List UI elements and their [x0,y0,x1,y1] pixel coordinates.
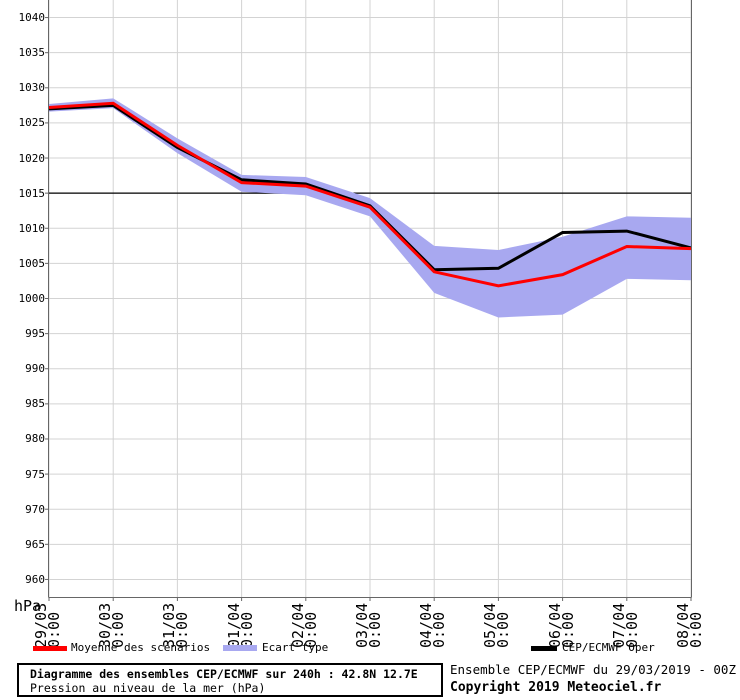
y-tick-label: 995 [25,327,45,341]
x-tick-label: 03/04 0:00 [353,602,384,648]
y-tick-label: 1015 [18,186,46,200]
x-tick-label: 01/04 0:00 [224,602,256,648]
legend-oper-label: CEP/ECMWF Oper [562,641,655,654]
ensemble-mean-line [48,101,692,288]
y-tick-label: 1030 [18,81,46,95]
y-tick-label: 1010 [18,221,46,235]
oper-line-swatch [531,646,557,651]
y-tick-label: 1000 [18,292,46,305]
legend-mean-label: Moyenne des scénarios [71,641,211,654]
legend-std-label: Ecart type [262,641,329,654]
mean-line-swatch [33,646,67,651]
x-tick-label: 05/04 0:00 [481,602,513,648]
y-tick-label: 965 [25,537,45,551]
y-tick-label: 960 [25,572,45,586]
y-tick-label: 970 [25,502,45,516]
chart-title: Diagramme des ensembles CEP/ECMWF sur 24… [30,667,418,681]
y-tick-label: 975 [25,467,45,481]
y-tick-label: 980 [25,432,45,446]
y-tick-label: 990 [25,362,45,376]
y-tick-label: 1040 [18,11,46,25]
y-tick-label: 1020 [18,151,46,165]
y-tick-label: 1005 [18,256,46,270]
y-tick-label: 1025 [18,116,46,130]
y-tick-label: 985 [25,397,45,411]
x-tick-label: 04/04 0:00 [417,602,449,648]
y-axis-unit-label: hPa [14,597,42,615]
model-run-info: Ensemble CEP/ECMWF du 29/03/2019 - 00Z [450,662,736,677]
y-tick-label: 1035 [18,46,46,60]
chart-subtitle: Pression au niveau de la mer (hPa) [30,681,266,695]
x-tick-label: 08/04 0:00 [674,602,705,648]
chart-info-box: Diagramme des ensembles CEP/ECMWF sur 24… [17,663,443,697]
copyright-text: Copyright 2019 Meteociel.fr [450,680,662,695]
std-dev-band-swatch [223,645,257,651]
